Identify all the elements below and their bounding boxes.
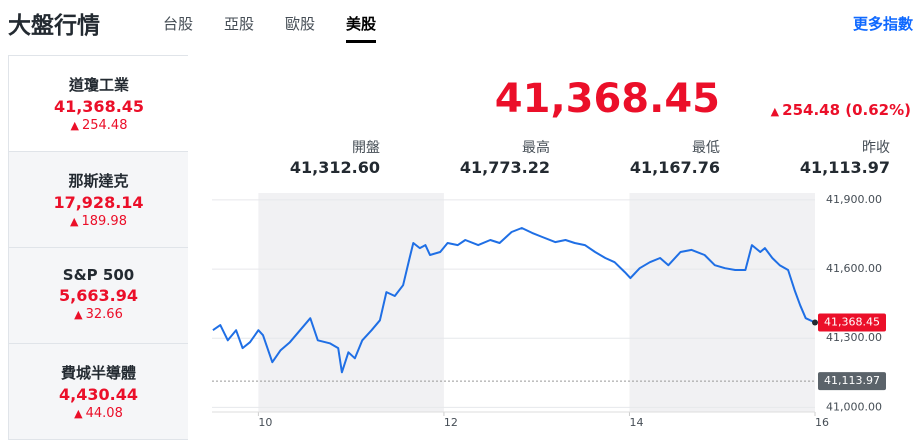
up-arrow: ▲ bbox=[770, 105, 780, 118]
index-change: ▲ 44.08 bbox=[9, 406, 188, 421]
index-list: 道瓊工業 41,368.45 ▲ 254.48 那斯達克 17,928.14 ▲ 189.98… bbox=[8, 55, 189, 440]
y-tick-label: 41,300.00 bbox=[826, 331, 882, 344]
index-change: ▲ 189.98 bbox=[9, 214, 188, 229]
prev-close-label: 41,113.97 bbox=[824, 374, 880, 387]
up-arrow: ▲ bbox=[74, 407, 83, 420]
y-tick-label: 41,600.00 bbox=[826, 262, 882, 275]
index-item[interactable]: S&P 500 5,663.94 ▲ 32.66 bbox=[9, 247, 188, 343]
price: 41,368.45 bbox=[494, 76, 720, 122]
up-arrow: ▲ bbox=[74, 308, 83, 321]
stat-value: 41,167.76 bbox=[629, 158, 720, 177]
index-name: S&P 500 bbox=[62, 266, 135, 284]
index-name: 道瓊工業 bbox=[68, 76, 129, 94]
tab[interactable]: 歐股 bbox=[285, 15, 316, 33]
change-text: 254.48 bbox=[81, 118, 128, 133]
stat-value: 41,113.97 bbox=[799, 158, 890, 177]
stat-label: 開盤 bbox=[352, 140, 380, 156]
index-value: 5,663.94 bbox=[59, 286, 138, 305]
change-text: 44.08 bbox=[85, 406, 123, 421]
last-price-tag bbox=[818, 313, 886, 332]
last-point bbox=[812, 319, 818, 326]
index-change: ▲ 32.66 bbox=[9, 307, 188, 322]
change-text: 32.66 bbox=[85, 307, 123, 322]
index-value: 4,430.44 bbox=[59, 385, 138, 404]
change-text: 189.98 bbox=[81, 214, 127, 229]
index-change: ▲ 254.48 bbox=[9, 118, 189, 133]
shaded-band bbox=[258, 193, 444, 412]
index-value: 17,928.14 bbox=[53, 193, 144, 212]
shaded-band bbox=[629, 193, 815, 412]
index-item[interactable]: 那斯達克 17,928.14 ▲ 189.98 bbox=[9, 151, 188, 247]
index-value: 41,368.45 bbox=[53, 97, 145, 116]
x-tick-label: 12 bbox=[444, 416, 458, 429]
up-arrow: ▲ bbox=[70, 215, 79, 228]
tab[interactable]: 亞股 bbox=[224, 15, 255, 33]
stat-label: 最低 bbox=[692, 140, 720, 156]
change-text: 254.48 (0.62%) bbox=[782, 101, 911, 119]
y-tick-label: 41,900.00 bbox=[826, 193, 882, 206]
x-tick-label: 10 bbox=[258, 416, 272, 429]
stat-value: 41,312.60 bbox=[289, 158, 380, 177]
x-tick-label: 14 bbox=[629, 416, 643, 429]
tab-active[interactable]: 美股 bbox=[346, 13, 377, 43]
prev-close-tag bbox=[818, 372, 886, 391]
y-tick-label: 41,000.00 bbox=[826, 400, 882, 413]
index-name: 那斯達克 bbox=[68, 172, 129, 190]
page-title: 大盤行情 bbox=[8, 13, 100, 39]
index-item[interactable]: 道瓊工業 41,368.45 ▲ 254.48 bbox=[9, 56, 189, 152]
stat-value: 41,773.22 bbox=[459, 158, 550, 177]
tab[interactable]: 台股 bbox=[163, 15, 194, 33]
more-link[interactable]: 更多指數 bbox=[852, 15, 913, 33]
price-change: ▲ 254.48 (0.62%) bbox=[771, 101, 911, 119]
stat-label: 昨收 bbox=[862, 140, 890, 156]
x-tick-label: 16 bbox=[815, 416, 829, 429]
index-item[interactable]: 費城半導體 4,430.44 ▲ 44.08 bbox=[9, 343, 188, 439]
stat-label: 最高 bbox=[522, 140, 550, 156]
up-arrow: ▲ bbox=[70, 119, 79, 132]
last-price-label: 41,368.45 bbox=[824, 315, 880, 328]
price-line bbox=[212, 227, 816, 374]
index-name: 費城半導體 bbox=[60, 364, 136, 382]
